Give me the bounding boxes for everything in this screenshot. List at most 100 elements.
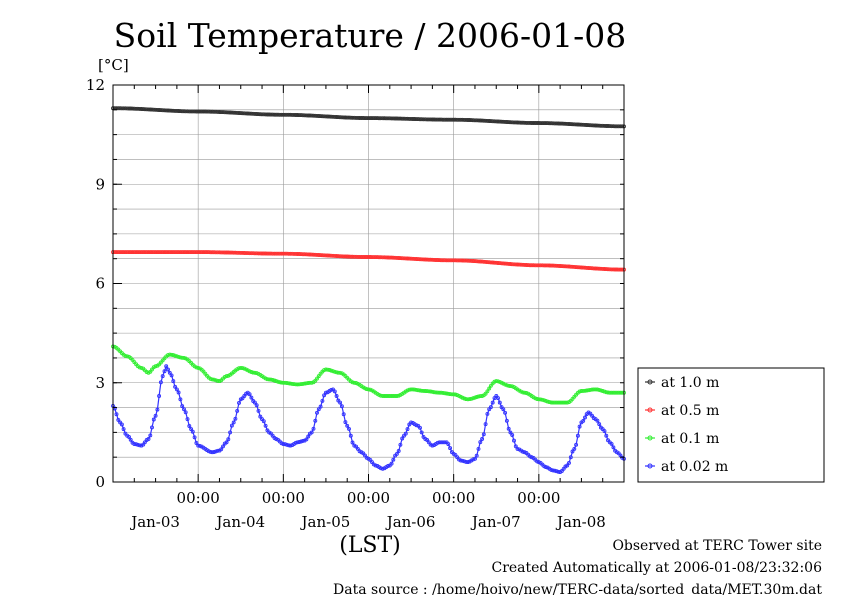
data-point	[299, 439, 304, 444]
data-point	[331, 369, 335, 374]
data-point	[485, 389, 490, 394]
data-point	[504, 418, 509, 423]
data-point	[268, 112, 273, 117]
data-point	[364, 255, 369, 259]
data-point	[307, 380, 312, 385]
data-point	[240, 111, 245, 116]
data-point	[293, 113, 298, 117]
data-point	[398, 442, 403, 447]
y-tick-label: 0	[95, 473, 105, 491]
data-point	[352, 380, 357, 385]
data-point	[297, 113, 302, 118]
data-point	[425, 257, 430, 262]
data-point	[577, 389, 582, 394]
data-point	[228, 110, 233, 115]
data-point	[148, 107, 153, 112]
data-point	[478, 440, 483, 445]
data-point	[469, 258, 474, 263]
data-point	[208, 250, 213, 255]
data-point	[334, 254, 339, 258]
data-point	[327, 253, 332, 258]
data-point	[169, 373, 174, 378]
data-point	[396, 256, 401, 260]
data-point	[451, 392, 456, 397]
data-point	[574, 122, 579, 127]
data-point	[458, 117, 463, 122]
data-point	[194, 365, 199, 370]
data-point	[272, 112, 277, 117]
data-point	[158, 380, 163, 385]
data-point	[558, 264, 563, 268]
data-point	[446, 391, 451, 396]
data-point	[565, 121, 570, 126]
data-point	[130, 106, 135, 111]
data-point	[410, 387, 415, 392]
data-point	[471, 118, 476, 123]
data-point	[206, 109, 211, 114]
data-point	[286, 251, 291, 256]
data-point	[219, 250, 224, 255]
data-point	[366, 116, 371, 121]
data-point	[613, 390, 618, 395]
data-point	[565, 463, 570, 468]
data-point	[167, 250, 172, 255]
data-point	[508, 120, 513, 125]
data-point	[118, 106, 123, 111]
data-point	[565, 400, 570, 405]
data-point	[389, 116, 394, 121]
data-point	[142, 440, 147, 445]
data-point	[538, 263, 543, 268]
data-point	[563, 400, 568, 405]
data-point	[338, 254, 343, 259]
data-point	[483, 422, 488, 427]
data-point	[476, 394, 481, 399]
data-point	[600, 266, 605, 271]
data-point	[419, 117, 424, 122]
data-point	[522, 120, 527, 125]
x-date-label: Jan-07	[470, 513, 521, 531]
data-point	[524, 391, 529, 395]
data-point	[354, 444, 359, 449]
data-point	[182, 250, 186, 255]
data-point	[549, 121, 554, 126]
series-0	[111, 106, 626, 129]
data-point	[146, 437, 151, 441]
data-point	[604, 390, 609, 395]
data-point	[323, 367, 328, 372]
data-point	[268, 251, 273, 256]
data-point	[384, 394, 389, 398]
data-point	[380, 255, 385, 260]
data-point	[549, 467, 554, 472]
data-point	[311, 252, 316, 257]
data-point	[348, 115, 353, 120]
data-point	[607, 267, 612, 272]
data-point	[551, 121, 555, 126]
data-point	[501, 119, 506, 124]
data-point	[121, 250, 126, 255]
data-point	[409, 420, 414, 425]
data-point	[586, 388, 591, 393]
data-point	[387, 255, 392, 260]
data-point	[267, 112, 272, 117]
data-point	[173, 384, 178, 389]
data-point	[597, 123, 602, 128]
data-point	[258, 112, 263, 117]
data-point	[554, 469, 559, 474]
data-point	[363, 255, 367, 259]
data-point	[384, 116, 389, 121]
data-point	[178, 250, 183, 255]
data-point	[528, 120, 532, 125]
data-point	[352, 115, 357, 120]
x-time-label: 00:00	[347, 489, 390, 507]
data-point	[448, 446, 453, 451]
data-point	[125, 106, 130, 111]
x-date-label: Jan-08	[555, 513, 606, 531]
data-point	[338, 115, 343, 120]
data-point	[567, 264, 571, 269]
data-point	[261, 112, 266, 117]
data-point	[409, 387, 414, 392]
data-point	[288, 112, 293, 117]
data-point	[483, 259, 488, 264]
data-point	[283, 380, 288, 385]
data-point	[542, 121, 547, 126]
